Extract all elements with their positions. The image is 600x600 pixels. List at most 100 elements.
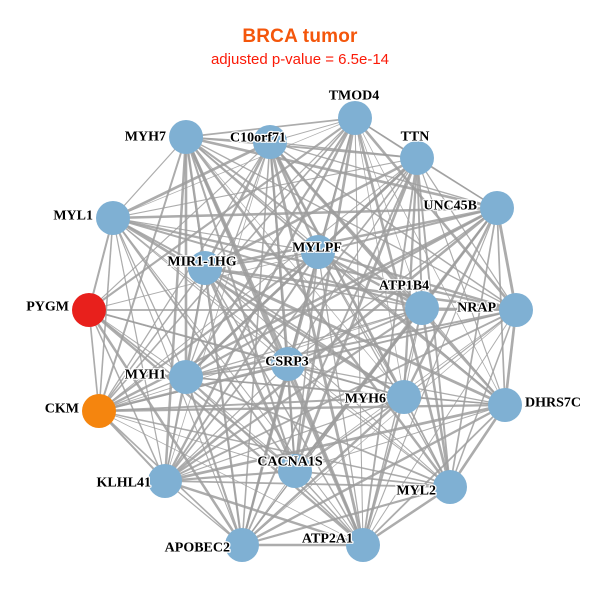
edge xyxy=(420,307,452,488)
node-circle-c10orf71[interactable] xyxy=(253,125,287,159)
edge xyxy=(98,157,418,412)
edge xyxy=(269,141,418,159)
node-label-ckm: CKM xyxy=(45,402,79,417)
node-circle-mylpf[interactable] xyxy=(301,235,335,269)
node-circle-atp2a1[interactable] xyxy=(346,528,380,562)
edge xyxy=(185,363,289,378)
graph-node[interactable]: CSRP3 xyxy=(264,347,310,381)
edge xyxy=(294,404,506,472)
node-circle-dhrs7c[interactable] xyxy=(488,388,522,422)
edge xyxy=(317,250,517,312)
edge xyxy=(317,251,405,398)
edge xyxy=(287,207,498,365)
node-label-myh7: MYH7 xyxy=(125,130,166,145)
graph-node[interactable]: ATP2A1 xyxy=(301,528,380,562)
node-label-nrap: NRAP xyxy=(457,301,496,316)
node-label-apobec2: APOBEC2 xyxy=(165,541,230,556)
node-label-c10orf71: C10orf71 xyxy=(230,131,286,146)
node-circle-csrp3[interactable] xyxy=(271,347,305,381)
node-circle-mir1-1hg[interactable] xyxy=(188,251,222,285)
edge xyxy=(164,480,451,488)
graph-node[interactable]: MIR1-1HG xyxy=(166,251,238,285)
edge xyxy=(112,217,423,309)
node-label-pygm: PYGM xyxy=(26,300,69,315)
node-circle-nrap[interactable] xyxy=(499,293,533,327)
edge xyxy=(98,307,423,412)
title-block: BRCA tumor adjusted p-value = 6.5e-14 xyxy=(0,0,600,70)
edge xyxy=(204,251,319,269)
node-label-tmod4: TMOD4 xyxy=(329,89,380,104)
edge xyxy=(362,485,451,547)
node-circle-myh6[interactable] xyxy=(387,380,421,414)
node-circle-klhl41[interactable] xyxy=(148,464,182,498)
node-circle-pygm[interactable] xyxy=(72,293,106,327)
graph-node[interactable]: MYH7 xyxy=(123,120,203,154)
node-circle-myh1[interactable] xyxy=(169,360,203,394)
edge xyxy=(449,207,498,488)
edge xyxy=(112,217,296,472)
edge xyxy=(241,403,506,547)
graph-node[interactable]: TTN xyxy=(399,128,434,176)
graph-node[interactable]: MYH6 xyxy=(343,380,421,414)
graph-node[interactable]: DHRS7C xyxy=(488,388,582,422)
node-circle-ttn[interactable] xyxy=(400,141,434,175)
graph-node[interactable]: PYGM xyxy=(25,293,106,327)
edge xyxy=(184,376,244,546)
graph-node[interactable]: APOBEC2 xyxy=(163,528,259,562)
node-circle-cacna1s[interactable] xyxy=(278,454,312,488)
node-circle-ckm[interactable] xyxy=(82,394,116,428)
node-label-mir1-1hg: MIR1-1HG xyxy=(167,255,236,270)
graph-node[interactable]: TMOD4 xyxy=(327,87,381,136)
edge xyxy=(241,396,405,546)
graph-node[interactable]: NRAP xyxy=(456,293,533,327)
edge xyxy=(98,410,451,488)
edge xyxy=(88,309,166,482)
edge xyxy=(98,396,405,412)
edge xyxy=(185,136,418,159)
edge xyxy=(204,267,364,546)
edge xyxy=(112,157,418,219)
graph-node[interactable]: C10orf71 xyxy=(229,125,287,159)
graph-node[interactable]: ATP1B4 xyxy=(378,277,439,326)
edge xyxy=(98,267,206,412)
page-title: BRCA tumor xyxy=(242,26,358,47)
edge xyxy=(164,376,187,482)
edge xyxy=(164,403,506,483)
edge xyxy=(185,307,423,378)
edge xyxy=(421,307,506,406)
node-circle-myl1[interactable] xyxy=(96,201,130,235)
graph-node[interactable]: UNC45B xyxy=(422,191,514,225)
node-circle-atp1b4[interactable] xyxy=(405,291,439,325)
node-label-myh1: MYH1 xyxy=(125,368,166,383)
node-circle-tmod4[interactable] xyxy=(338,101,372,135)
edge xyxy=(164,479,364,547)
edge xyxy=(317,251,364,546)
edge xyxy=(362,404,506,546)
edge xyxy=(204,267,423,309)
edge xyxy=(317,251,451,488)
graph-node[interactable]: CACNA1S xyxy=(256,453,324,488)
node-label-ttn: TTN xyxy=(401,130,430,145)
edge xyxy=(185,251,319,378)
node-circle-myl2[interactable] xyxy=(433,470,467,504)
graph-node[interactable]: KLHL41 xyxy=(95,464,182,498)
graph-node[interactable]: CKM xyxy=(43,394,116,428)
edge xyxy=(164,396,405,482)
edge xyxy=(185,309,517,378)
graph-node[interactable]: MYLPF xyxy=(291,235,343,269)
node-circle-myh7[interactable] xyxy=(169,120,203,154)
node-label-unc45b: UNC45B xyxy=(423,199,477,214)
node-circle-unc45b[interactable] xyxy=(480,191,514,225)
node-label-mylpf: MYLPF xyxy=(292,241,342,256)
edge xyxy=(112,117,356,219)
node-label-dhrs7c: DHRS7C xyxy=(525,396,581,411)
graph-node[interactable]: MYL2 xyxy=(395,470,467,504)
graph-node[interactable]: MYH1 xyxy=(123,360,203,394)
edge-layer xyxy=(87,117,518,547)
edge xyxy=(164,309,517,482)
edge xyxy=(241,309,517,546)
edge xyxy=(241,363,289,546)
node-circle-apobec2[interactable] xyxy=(225,528,259,562)
graph-node[interactable]: MYL1 xyxy=(52,201,130,235)
